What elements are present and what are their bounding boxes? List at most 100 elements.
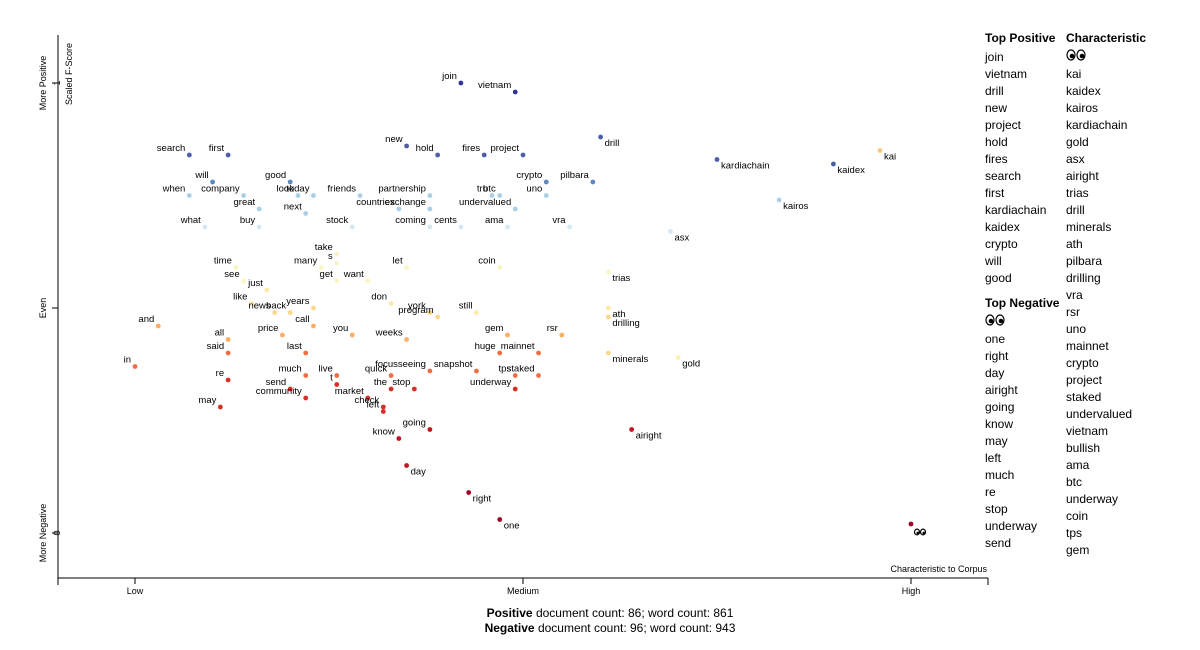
top-negative-term[interactable]: know [985, 417, 1014, 431]
term-dot[interactable] [311, 323, 316, 329]
term-point[interactable]: stock [326, 215, 355, 230]
term-label[interactable]: snapshot [434, 359, 473, 370]
term-label[interactable]: community [256, 386, 302, 397]
term-dot[interactable] [543, 193, 549, 198]
characteristic-term[interactable]: uno [1066, 322, 1087, 336]
term-point[interactable]: coin [478, 256, 503, 270]
term-point[interactable]: and [138, 314, 161, 329]
term-label[interactable]: years [286, 296, 309, 307]
term-label[interactable]: gold [682, 359, 700, 370]
term-label[interactable]: join [441, 71, 457, 82]
term-dot[interactable] [427, 310, 433, 315]
characteristic-term[interactable]: project [1066, 373, 1103, 387]
term-point[interactable]: great [234, 197, 262, 212]
term-dot[interactable] [241, 193, 247, 198]
term-point[interactable]: all [215, 328, 231, 342]
top-negative-term[interactable]: underway [985, 519, 1038, 533]
characteristic-term[interactable]: undervalued [1066, 407, 1133, 421]
term-dot[interactable] [675, 355, 681, 360]
term-point[interactable]: huge [475, 341, 503, 356]
characteristic-term[interactable]: kardiachain [1066, 118, 1128, 132]
term-label[interactable]: send [266, 377, 287, 388]
term-dot[interactable] [318, 265, 324, 270]
term-label[interactable]: the [374, 377, 387, 388]
term-dot[interactable] [714, 157, 720, 162]
characteristic-term[interactable]: btc [1066, 475, 1083, 489]
term-dot[interactable] [605, 314, 611, 320]
term-dot[interactable] [497, 193, 503, 198]
term-point[interactable]: like [233, 292, 254, 306]
characteristic-term[interactable]: gold [1066, 135, 1089, 149]
term-label[interactable]: gem [485, 323, 504, 334]
term-label[interactable]: airight [636, 431, 662, 442]
top-negative-term[interactable]: one [985, 332, 1006, 346]
term-dot[interactable] [520, 152, 526, 158]
term-point[interactable]: focusseeing [375, 359, 433, 374]
term-dot[interactable] [474, 368, 479, 374]
term-dot[interactable] [404, 463, 409, 468]
term-dot[interactable] [489, 193, 495, 198]
term-label[interactable]: countries [356, 197, 395, 208]
term-point[interactable]: friends [328, 184, 363, 198]
term-label[interactable]: uno [526, 184, 542, 195]
term-dot[interactable] [908, 521, 914, 527]
term-dot[interactable] [202, 224, 208, 230]
term-point[interactable]: today [286, 184, 316, 198]
term-dot[interactable] [497, 350, 503, 356]
top-positive-term[interactable]: new [985, 101, 1008, 115]
term-dot[interactable] [334, 260, 340, 266]
term-label[interactable]: huge [475, 341, 496, 352]
term-dot[interactable] [404, 143, 409, 149]
characteristic-term[interactable]: gem [1066, 543, 1090, 557]
term-dot[interactable] [334, 373, 340, 378]
term-point[interactable]: when [162, 184, 192, 198]
term-point[interactable]: t [330, 373, 340, 387]
characteristic-term[interactable]: vietnam [1066, 424, 1109, 438]
term-point[interactable]: you [333, 323, 355, 338]
characteristic-term[interactable]: kairos [1066, 101, 1099, 115]
term-dot[interactable] [225, 152, 231, 158]
top-negative-term[interactable]: right [985, 349, 1009, 363]
term-label[interactable]: all [215, 328, 225, 339]
term-dot[interactable] [210, 179, 216, 185]
term-label[interactable]: mainnet [501, 341, 535, 352]
term-point[interactable]: countries [356, 197, 402, 212]
term-point[interactable]: cents [434, 215, 464, 230]
term-label[interactable]: left [367, 400, 380, 411]
term-point[interactable]: coming [395, 215, 433, 230]
term-point[interactable]: said [207, 341, 231, 356]
term-point[interactable]: trias [605, 269, 631, 284]
term-dot[interactable] [831, 161, 836, 167]
characteristic-term[interactable]: drilling [1066, 271, 1101, 285]
term-label[interactable]: what [180, 215, 201, 226]
top-positive-term[interactable]: good [985, 271, 1012, 285]
term-label[interactable]: drill [605, 138, 620, 149]
term-label[interactable]: trias [612, 273, 630, 284]
top-negative-term[interactable]: re [985, 485, 996, 499]
top-negative-term[interactable]: day [985, 366, 1005, 380]
term-point[interactable]: one [497, 517, 520, 532]
term-label[interactable]: tru [477, 184, 488, 195]
term-point[interactable]: buy [240, 215, 262, 230]
term-point[interactable]: gold [675, 355, 700, 370]
term-label[interactable]: will [194, 170, 208, 181]
term-label[interactable]: want [343, 269, 364, 280]
term-dot[interactable] [225, 350, 231, 356]
term-label[interactable]: good [265, 170, 286, 181]
term-point[interactable]: years [286, 296, 316, 311]
term-point[interactable]: new [385, 134, 409, 149]
term-dot[interactable] [411, 386, 417, 392]
term-label[interactable]: re [216, 368, 224, 379]
term-label[interactable]: drilling [612, 318, 639, 329]
term-point[interactable]: s [328, 251, 340, 266]
characteristic-term[interactable]: kaidex [1066, 84, 1101, 98]
term-point[interactable]: first [209, 143, 231, 158]
term-dot[interactable] [512, 373, 518, 378]
term-dot[interactable] [512, 89, 518, 95]
term-point[interactable]: pilbara [560, 170, 596, 185]
term-point[interactable]: uno [526, 184, 549, 198]
term-point[interactable]: don [371, 292, 394, 306]
term-dot[interactable] [357, 193, 363, 198]
term-point[interactable]: will [194, 170, 216, 185]
term-point[interactable]: kai [877, 148, 897, 163]
